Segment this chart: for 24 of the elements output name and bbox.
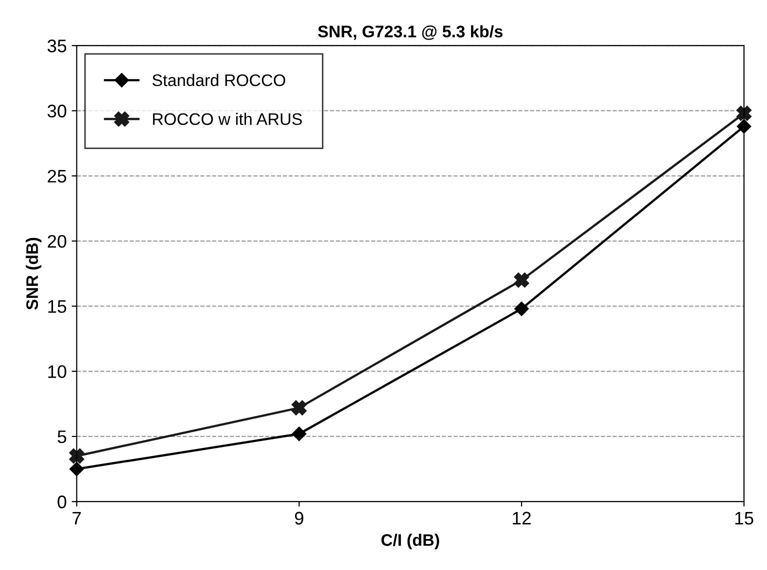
legend-label: Standard ROCCO xyxy=(152,74,286,86)
y-tick-label: 5 xyxy=(58,430,66,444)
x-tick-label: 7 xyxy=(72,512,81,524)
y-tick-label: 20 xyxy=(48,234,66,248)
y-tick-label: 15 xyxy=(48,300,66,313)
point xyxy=(736,119,751,134)
y-tick-label: 25 xyxy=(48,170,66,183)
legend-label: ROCCO w ith ARUS xyxy=(153,112,302,126)
x-tick-label: 12 xyxy=(512,512,531,524)
y-tick-label: 35 xyxy=(48,40,66,52)
point xyxy=(514,272,529,288)
y-tick-label: 0 xyxy=(58,496,66,508)
x-axis-title: C/I (dB) xyxy=(381,534,440,550)
chart-title: SNR, G723.1 @ 5.3 kb/s xyxy=(318,25,503,40)
point xyxy=(736,106,752,121)
point xyxy=(292,426,306,441)
x-tick-label: 15 xyxy=(735,512,754,525)
point xyxy=(69,448,84,464)
x-tick-label: 9 xyxy=(294,512,304,525)
y-axis-title: SNR (dB) xyxy=(26,238,42,310)
y-tick-label: 10 xyxy=(48,365,66,378)
y-tick-label: 30 xyxy=(48,104,66,118)
point xyxy=(292,400,306,416)
point xyxy=(514,302,529,316)
